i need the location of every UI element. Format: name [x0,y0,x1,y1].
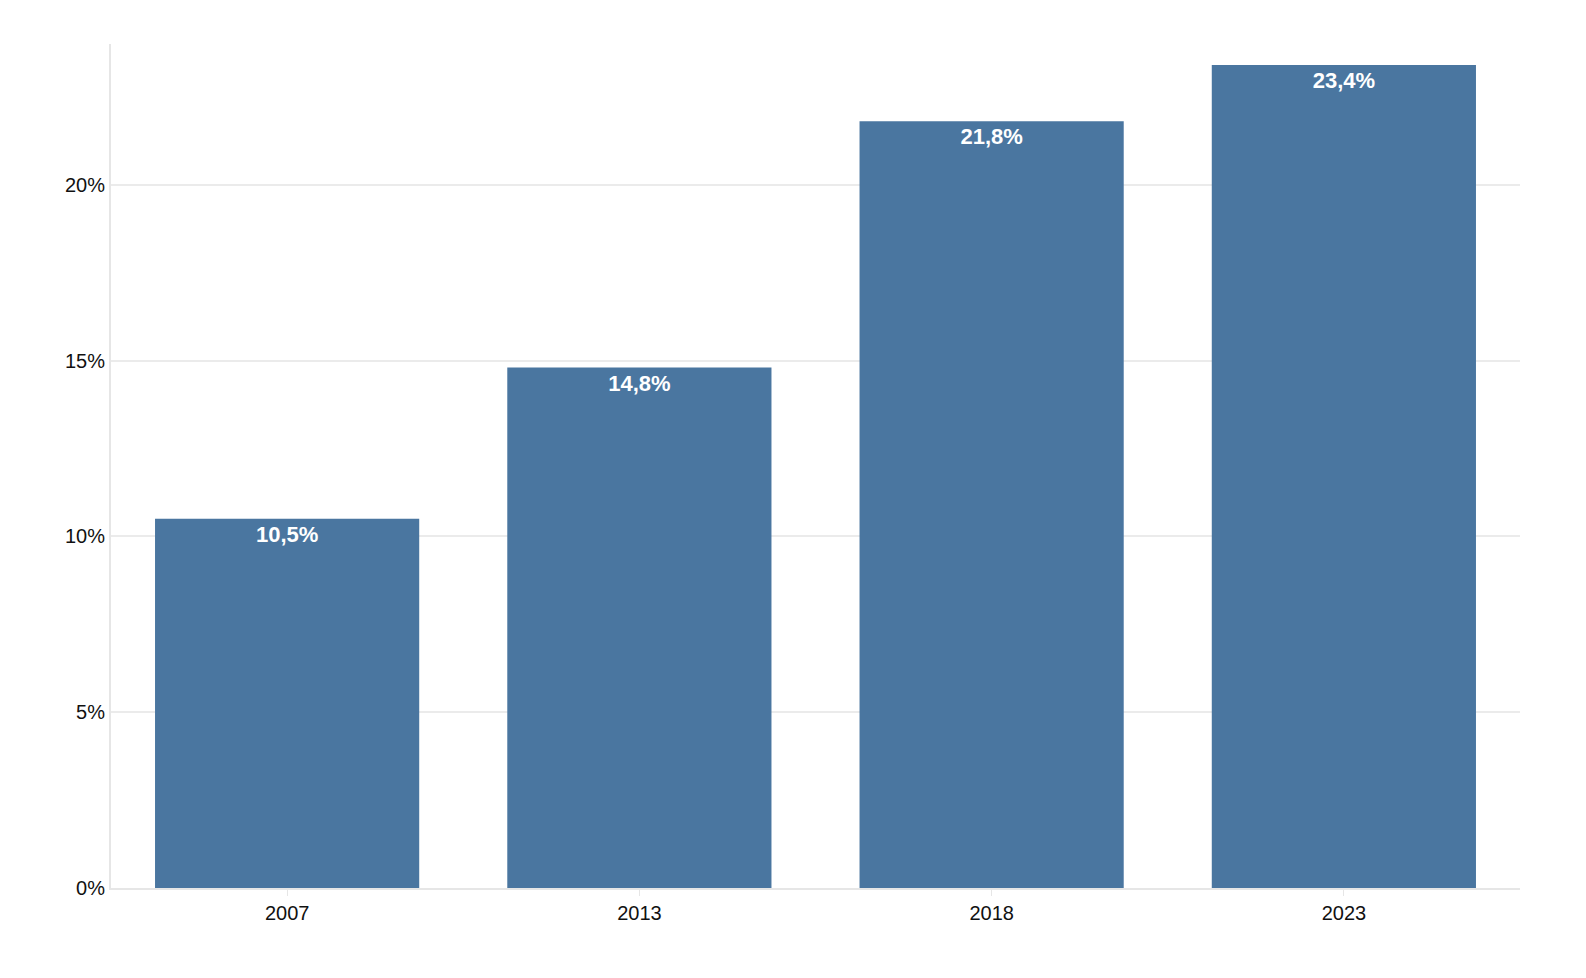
svg-text:21,8%: 21,8% [960,124,1022,149]
svg-text:10%: 10% [65,525,105,547]
svg-text:10,5%: 10,5% [256,522,318,547]
svg-text:15%: 15% [65,350,105,372]
svg-text:2013: 2013 [617,902,662,924]
svg-text:20%: 20% [65,174,105,196]
svg-text:5%: 5% [76,701,105,723]
svg-text:23,4%: 23,4% [1313,68,1375,93]
svg-text:14,8%: 14,8% [608,371,670,396]
svg-text:0%: 0% [76,877,105,899]
svg-text:2007: 2007 [265,902,310,924]
svg-text:2018: 2018 [969,902,1014,924]
svg-text:2023: 2023 [1322,902,1367,924]
